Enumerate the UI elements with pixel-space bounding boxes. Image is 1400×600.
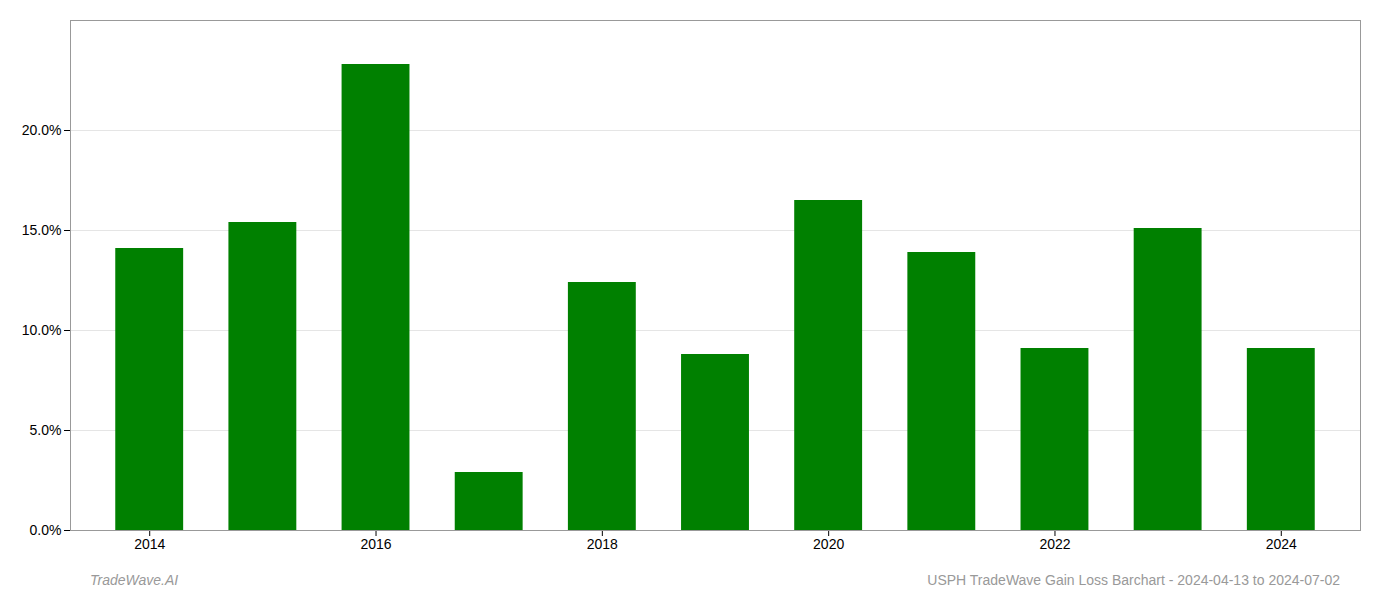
svg-text:2024: 2024 (1266, 536, 1297, 552)
svg-text:0.0%: 0.0% (30, 522, 62, 538)
svg-text:20.0%: 20.0% (22, 122, 62, 138)
svg-text:5.0%: 5.0% (30, 422, 62, 438)
svg-text:2020: 2020 (813, 536, 844, 552)
svg-text:2018: 2018 (587, 536, 618, 552)
svg-text:2014: 2014 (134, 536, 165, 552)
svg-text:2022: 2022 (1039, 536, 1070, 552)
html-text:TradeWave.AI: TradeWave.AI (90, 572, 179, 588)
svg-text:10.0%: 10.0% (22, 322, 62, 338)
svg-text:15.0%: 15.0% (22, 222, 62, 238)
svg-text:2016: 2016 (360, 536, 391, 552)
html-text:USPH TradeWave Gain Loss Barch: USPH TradeWave Gain Loss Barchart - 2024… (927, 572, 1340, 588)
